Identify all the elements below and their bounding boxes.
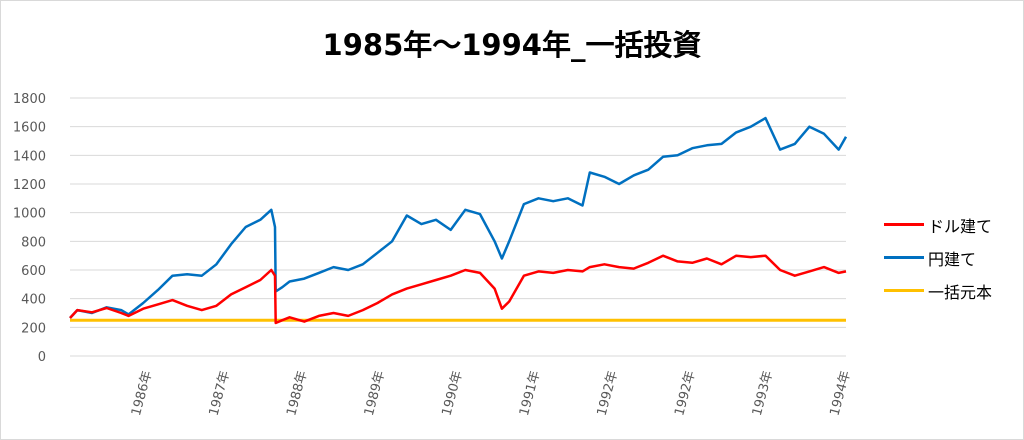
y-tick-label: 1200 <box>13 178 46 193</box>
gridlines <box>70 97 846 357</box>
legend-swatch-dollar <box>884 223 924 226</box>
series-lines <box>69 116 848 325</box>
y-tick-label: 1600 <box>13 121 46 136</box>
x-axis-ticks: 1986年 1987年 1988年 1989年 1990年 1991年 1992年 1992年… <box>129 369 854 417</box>
legend-label-dollar: ドル建て <box>928 216 993 236</box>
y-axis-ticks: 1800 1600 1400 1200 1000 800 600 400 200 0 <box>13 92 46 365</box>
x-tick-label: 1988年 <box>284 369 310 417</box>
x-tick-label: 1994年 <box>827 369 853 417</box>
y-tick-label: 800 <box>21 235 46 250</box>
x-tick-label: 1992年 <box>672 369 698 417</box>
x-tick-label: 1992年 <box>595 369 621 417</box>
y-tick-label: 1400 <box>13 149 46 164</box>
legend-item-yen: 円建て <box>884 241 992 274</box>
x-tick-label: 1987年 <box>207 369 233 417</box>
series-line-dollar <box>69 254 847 325</box>
x-tick-label: 1991年 <box>517 369 543 417</box>
y-tick-label: 600 <box>21 264 46 279</box>
legend-swatch-principal <box>884 289 924 292</box>
y-tick-label: 1000 <box>13 207 46 222</box>
x-tick-label: 1989年 <box>362 369 388 417</box>
chart-title: 1985年～1994年_一括投資 <box>322 28 702 62</box>
legend-item-principal: 一括元本 <box>884 274 992 307</box>
x-tick-label: 1986年 <box>129 369 155 417</box>
legend-swatch-yen <box>884 256 924 259</box>
legend-label-yen: 円建て <box>928 249 977 269</box>
legend: ドル建て 円建て 一括元本 <box>884 208 992 307</box>
y-tick-label: 200 <box>21 321 46 336</box>
y-tick-label: 400 <box>21 293 46 308</box>
legend-label-principal: 一括元本 <box>928 282 993 302</box>
y-tick-label: 1800 <box>13 92 46 107</box>
series-line-yen <box>69 116 848 319</box>
y-tick-label: 0 <box>38 350 46 365</box>
legend-item-dollar: ドル建て <box>884 208 992 241</box>
x-tick-label: 1990年 <box>439 369 465 417</box>
x-tick-label: 1993年 <box>750 369 776 417</box>
